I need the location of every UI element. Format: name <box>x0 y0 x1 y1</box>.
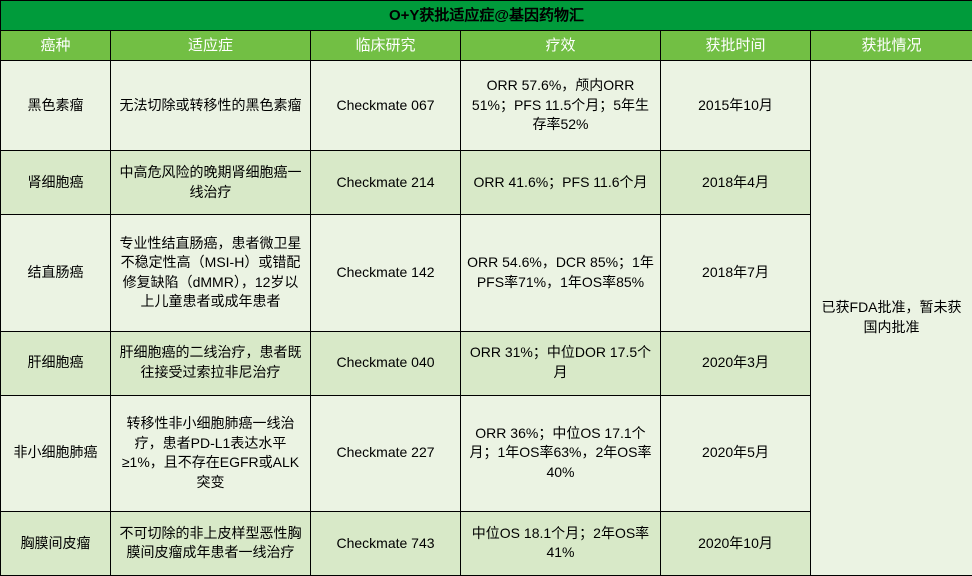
cell-indication: 肝细胞癌的二线治疗，患者既往接受过索拉非尼治疗 <box>111 331 311 395</box>
cell-study: Checkmate 227 <box>311 395 461 511</box>
cell-status: 已获FDA批准，暂未获国内批准 <box>811 61 972 576</box>
table-title: O+Y获批适应症@基因药物汇 <box>1 1 972 31</box>
cell-indication: 无法切除或转移性的黑色素瘤 <box>111 61 311 151</box>
cell-date: 2018年4月 <box>661 151 811 215</box>
col-status: 获批情况 <box>811 31 972 61</box>
cell-cancer: 黑色素瘤 <box>1 61 111 151</box>
cell-study: Checkmate 214 <box>311 151 461 215</box>
cell-efficacy: ORR 31%；中位DOR 17.5个月 <box>461 331 661 395</box>
cell-date: 2020年3月 <box>661 331 811 395</box>
cell-cancer: 胸膜间皮瘤 <box>1 511 111 575</box>
cell-cancer: 非小细胞肺癌 <box>1 395 111 511</box>
cell-efficacy: ORR 57.6%，颅内ORR 51%；PFS 11.5个月；5年生存率52% <box>461 61 661 151</box>
header-row: 癌种 适应症 临床研究 疗效 获批时间 获批情况 <box>1 31 972 61</box>
cell-efficacy: ORR 41.6%；PFS 11.6个月 <box>461 151 661 215</box>
cell-efficacy: ORR 36%；中位OS 17.1个月；1年OS率63%，2年OS率40% <box>461 395 661 511</box>
cell-cancer: 结直肠癌 <box>1 215 111 331</box>
col-efficacy: 疗效 <box>461 31 661 61</box>
col-study: 临床研究 <box>311 31 461 61</box>
table-row: 黑色素瘤 无法切除或转移性的黑色素瘤 Checkmate 067 ORR 57.… <box>1 61 972 151</box>
cell-cancer: 肾细胞癌 <box>1 151 111 215</box>
cell-efficacy: ORR 54.6%，DCR 85%；1年PFS率71%，1年OS率85% <box>461 215 661 331</box>
cell-indication: 不可切除的非上皮样型恶性胸膜间皮瘤成年患者一线治疗 <box>111 511 311 575</box>
cell-study: Checkmate 067 <box>311 61 461 151</box>
cell-efficacy: 中位OS 18.1个月；2年OS率41% <box>461 511 661 575</box>
col-indication: 适应症 <box>111 31 311 61</box>
col-date: 获批时间 <box>661 31 811 61</box>
cell-indication: 专业性结直肠癌，患者微卫星不稳定性高（MSI-H）或错配修复缺陷（dMMR），1… <box>111 215 311 331</box>
cell-study: Checkmate 142 <box>311 215 461 331</box>
cell-study: Checkmate 743 <box>311 511 461 575</box>
approval-table-container: O+Y获批适应症@基因药物汇 癌种 适应症 临床研究 疗效 获批时间 获批情况 … <box>0 0 972 576</box>
cell-study: Checkmate 040 <box>311 331 461 395</box>
cell-date: 2020年5月 <box>661 395 811 511</box>
cell-indication: 转移性非小细胞肺癌一线治疗，患者PD-L1表达水平≥1%，且不存在EGFR或AL… <box>111 395 311 511</box>
cell-date: 2018年7月 <box>661 215 811 331</box>
cell-date: 2015年10月 <box>661 61 811 151</box>
cell-indication: 中高危风险的晚期肾细胞癌一线治疗 <box>111 151 311 215</box>
approval-table: O+Y获批适应症@基因药物汇 癌种 适应症 临床研究 疗效 获批时间 获批情况 … <box>0 0 972 576</box>
col-cancer: 癌种 <box>1 31 111 61</box>
cell-cancer: 肝细胞癌 <box>1 331 111 395</box>
cell-date: 2020年10月 <box>661 511 811 575</box>
title-row: O+Y获批适应症@基因药物汇 <box>1 1 972 31</box>
